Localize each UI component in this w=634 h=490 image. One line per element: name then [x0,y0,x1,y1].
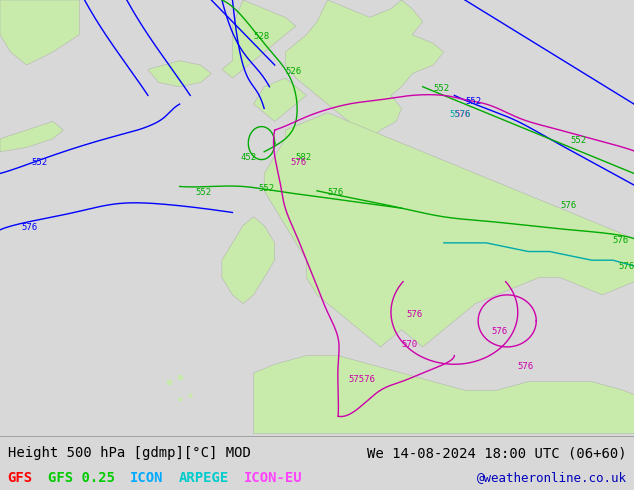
Text: 576: 576 [290,158,307,167]
Polygon shape [285,0,444,139]
Text: 5576: 5576 [449,110,470,119]
Text: 528: 528 [254,32,269,41]
Polygon shape [254,78,306,122]
Text: 526: 526 [285,67,301,76]
Text: 552: 552 [433,84,450,93]
Polygon shape [222,217,275,304]
Text: ICON: ICON [130,470,164,485]
Text: 552: 552 [195,188,212,197]
Text: @weatheronline.co.uk: @weatheronline.co.uk [476,471,626,484]
Text: 552: 552 [259,184,275,193]
Polygon shape [222,0,296,78]
Text: 570: 570 [401,340,418,349]
Text: 57576: 57576 [349,375,375,384]
Text: 576: 576 [21,223,37,232]
Text: 576: 576 [560,201,576,210]
Text: 576: 576 [491,327,507,336]
Text: ICON-EU: ICON-EU [244,470,302,485]
Text: 552: 552 [465,97,481,106]
Text: 576: 576 [407,310,423,318]
Text: ARPEGE: ARPEGE [179,470,229,485]
Polygon shape [0,122,63,152]
Text: 576: 576 [518,362,534,370]
Text: 576: 576 [618,262,634,271]
Text: We 14-08-2024 18:00 UTC (06+60): We 14-08-2024 18:00 UTC (06+60) [366,446,626,460]
Polygon shape [254,356,634,434]
Text: GFS 0.25: GFS 0.25 [48,470,115,485]
Text: 576: 576 [455,110,470,119]
Text: 452: 452 [240,153,257,163]
Text: 552: 552 [32,158,48,167]
Polygon shape [0,0,79,65]
Polygon shape [264,113,634,347]
Text: Height 500 hPa [gdmp][°C] MOD: Height 500 hPa [gdmp][°C] MOD [8,446,250,460]
Text: 576: 576 [328,188,344,197]
Text: 582: 582 [296,153,312,163]
Polygon shape [148,61,211,87]
Text: 576: 576 [613,236,629,245]
Text: GFS: GFS [8,470,33,485]
Text: 552: 552 [571,136,586,145]
